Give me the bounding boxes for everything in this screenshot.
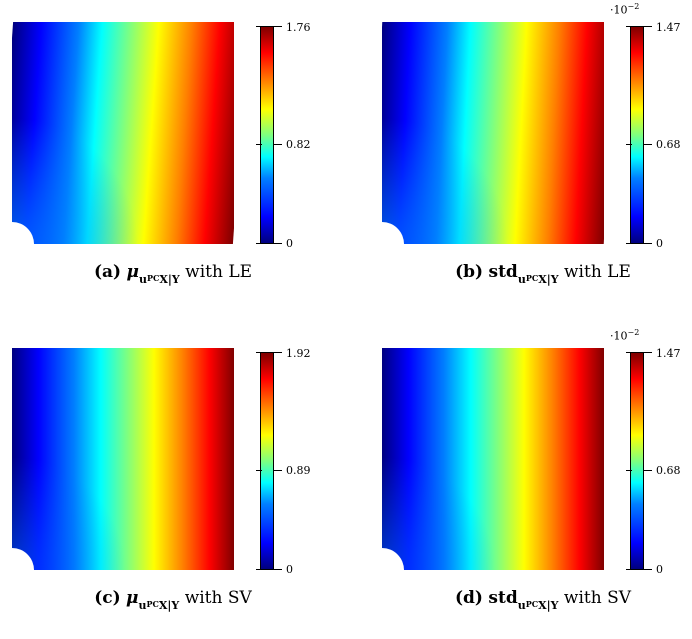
colorbar-scale: ·10−2 [610,2,640,17]
colorbar-d [630,352,644,570]
colorbar-mid-label: 0.68 [656,464,681,477]
colorbar-mid-label: 0.68 [656,138,681,151]
colorbar-max-label: 1.47 [656,347,681,360]
caption-d: (d) stduPCX|Y with SV [455,588,631,612]
colorbar-scale: ·10−2 [610,328,640,343]
figure-panel-a: 1.76 0.82 0 (a) μuPCX|Y with LE [0,0,346,313]
field-plot-c [12,348,234,570]
caption-b: (b) stduPCX|Y with LE [455,262,631,286]
colorbar-a [260,26,274,244]
field-plot-d [382,348,604,570]
colorbar-min-label: 0 [656,237,663,250]
colorbar-min-label: 0 [656,563,663,576]
colorbar-max-label: 1.92 [286,347,311,360]
colorbar-max-label: 1.76 [286,21,311,34]
colorbar-b [630,26,644,244]
field-plot-b [382,22,604,244]
colorbar-mid-label: 0.89 [286,464,311,477]
figure-panel-d: ·10−2 1.47 0.68 0 (d) stduPCX|Y with SV [370,326,692,639]
caption-c: (c) μuPCX|Y with SV [94,588,252,612]
caption-a: (a) μuPCX|Y with LE [93,262,253,286]
field-plot-a [12,22,234,244]
colorbar-min-label: 0 [286,237,293,250]
colorbar-min-label: 0 [286,563,293,576]
figure-panel-c: 1.92 0.89 0 (c) μuPCX|Y with SV [0,326,346,639]
colorbar-mid-label: 0.82 [286,138,311,151]
colorbar-c [260,352,274,570]
colorbar-max-label: 1.47 [656,21,681,34]
figure-panel-b: ·10−2 1.47 0.68 0 (b) stduPCX|Y with LE [370,0,692,313]
